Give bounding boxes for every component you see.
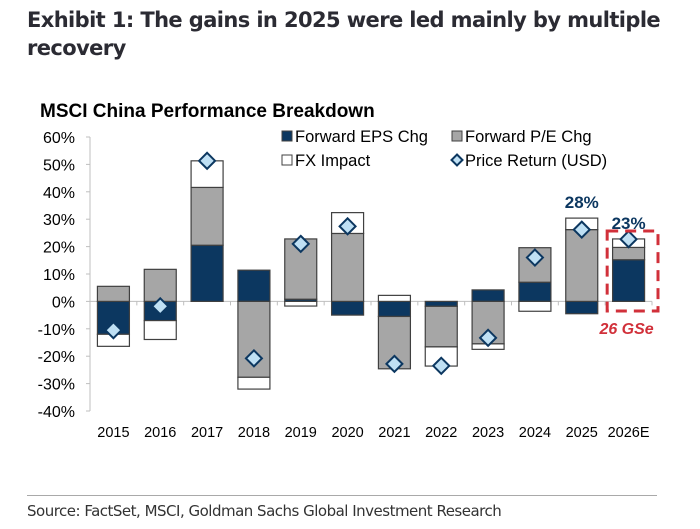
legend-label: FX Impact — [295, 152, 371, 170]
bar-segment-fx-2019 — [284, 300, 318, 307]
y-tick-label: -10% — [38, 322, 75, 339]
forecast-highlight-box — [605, 229, 660, 313]
x-tick-label: 2020 — [331, 425, 363, 441]
bar-segment-fx-2021 — [377, 294, 412, 303]
y-tick-label: 10% — [43, 267, 75, 284]
price-return-marker-2026E — [619, 229, 638, 249]
bar-segment-eps-2020 — [330, 300, 365, 316]
bar-segment-eps-2024 — [518, 281, 552, 303]
source-note: Source: FactSet, MSCI, Goldman Sachs Glo… — [27, 502, 502, 520]
price-return-marker-2015 — [104, 320, 123, 340]
x-tick-label: 2025 — [566, 425, 598, 441]
price-return-marker-2016 — [150, 296, 170, 316]
bar-segment-eps-2023 — [471, 289, 505, 302]
price-return-marker-2019 — [291, 234, 311, 254]
x-tick-label: 2024 — [519, 425, 551, 441]
bar-segment-pe-2016 — [143, 268, 177, 303]
x-tick-label: 2018 — [238, 425, 270, 441]
price-return-marker-2020 — [338, 216, 357, 236]
bar-segment-eps-2017 — [190, 244, 224, 302]
x-tick-label: 2019 — [285, 425, 317, 441]
y-tick-label: -30% — [38, 377, 75, 394]
price-return-marker-2018 — [244, 348, 264, 368]
exhibit-title: Exhibit 1: The gains in 2025 were led ma… — [27, 8, 661, 60]
x-tick-label: 2026E — [608, 425, 650, 441]
y-tick-label: 0% — [52, 294, 75, 311]
data-label-2026E: 23% — [612, 214, 646, 233]
x-tick-label: 2016 — [144, 425, 176, 441]
bar-segment-pe-2017 — [190, 186, 224, 246]
legend-diamond-icon — [450, 153, 464, 167]
y-tick-label: 30% — [43, 212, 75, 229]
price-return-marker-2024 — [525, 248, 545, 267]
chart-title: MSCI China Performance Breakdown — [40, 101, 375, 122]
price-return-marker-2025 — [572, 220, 592, 240]
performance-breakdown-chart: -40% -30% -20% -10% 0% 10% 20% 30% 40% 50% 60% 2015… — [38, 128, 660, 441]
y-tick-label: 40% — [43, 185, 75, 202]
bar-segment-pe-2020 — [330, 232, 365, 303]
bar-segment-eps-2021 — [377, 300, 412, 318]
legend-label: Forward P/E Chg — [465, 128, 592, 146]
bar-segment-eps-2022 — [424, 300, 458, 307]
y-tick-label: 20% — [43, 240, 75, 257]
bar-segment-eps-2018 — [237, 269, 271, 303]
x-tick-label: 2022 — [425, 425, 457, 441]
x-tick-label: 2015 — [97, 425, 129, 441]
bar-segment-fx-2016 — [143, 319, 177, 341]
y-tick-label: -20% — [38, 349, 75, 366]
legend-label: Price Return (USD) — [465, 152, 607, 170]
y-tick-label: 50% — [43, 157, 75, 174]
legend-swatch-fx — [281, 154, 293, 166]
y-tick-label: -40% — [38, 404, 75, 421]
bar-segment-pe-2026E — [611, 246, 646, 261]
x-tick-label: 2023 — [472, 425, 504, 441]
y-tick-label: 60% — [43, 130, 75, 147]
x-tick-label: 2021 — [378, 425, 410, 441]
source-divider — [27, 495, 657, 496]
legend-swatch-eps — [281, 130, 293, 142]
price-return-marker-2017 — [197, 151, 217, 171]
price-return-marker-2021 — [385, 354, 404, 374]
legend-swatch-pe — [451, 130, 463, 142]
bar-segment-eps-2026E — [611, 259, 646, 303]
bar-segment-pe-2015 — [96, 285, 131, 302]
legend-label: Forward EPS Chg — [295, 128, 428, 146]
bar-segment-fx-2024 — [518, 300, 552, 312]
bar-segment-pe-2025 — [565, 229, 599, 303]
price-return-marker-2023 — [478, 328, 498, 348]
x-tick-label: 2017 — [191, 425, 223, 441]
data-label-2025: 28% — [565, 193, 599, 212]
bar-segment-eps-2025 — [565, 300, 599, 315]
price-return-marker-2022 — [431, 356, 451, 376]
bar-segment-fx-2018 — [237, 376, 271, 390]
forecast-annotation: 26 GSe — [598, 321, 653, 338]
bar-segment-pe-2022 — [424, 305, 458, 348]
